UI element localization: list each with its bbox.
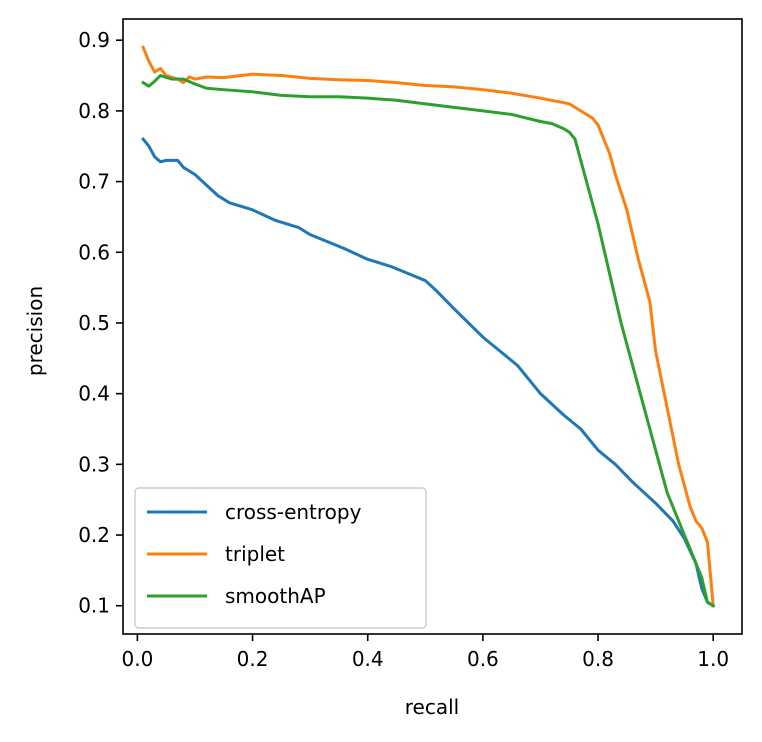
y-tick-label: 0.5 (78, 311, 110, 335)
x-tick-label: 0.6 (467, 647, 499, 671)
x-axis-label: recall (405, 695, 459, 719)
y-tick-label: 0.4 (78, 382, 110, 406)
y-tick-label: 0.6 (78, 240, 110, 264)
x-tick-label: 0.0 (121, 647, 153, 671)
x-axis: 0.0 0.2 0.4 0.6 0.8 1.0 (121, 634, 729, 671)
y-tick-label: 0.2 (78, 523, 110, 547)
series-line-smoothAP (141, 74, 716, 608)
y-axis-label: precision (23, 286, 47, 376)
legend-label-cross-entropy: cross-entropy (225, 500, 362, 524)
y-axis: 0.1 0.2 0.3 0.4 0.5 0.6 0.7 0.8 0.9 (78, 28, 123, 618)
y-tick-label: 0.8 (78, 99, 110, 123)
axes-frame (122, 18, 743, 635)
legend-label-smoothAP: smoothAP (225, 584, 326, 608)
x-tick-label: 1.0 (697, 647, 729, 671)
y-tick-label: 0.9 (78, 28, 110, 52)
x-tick-label: 0.4 (352, 647, 384, 671)
series-lines (141, 45, 716, 608)
y-tick-label: 0.1 (78, 594, 110, 618)
legend: cross-entropy triplet smoothAP (134, 487, 427, 629)
x-tick-label: 0.2 (237, 647, 269, 671)
legend-label-triplet: triplet (225, 542, 285, 566)
legend-frame (134, 487, 427, 629)
x-tick-label: 0.8 (582, 647, 614, 671)
y-tick-label: 0.3 (78, 452, 110, 476)
series-line-cross-entropy (141, 137, 716, 608)
y-tick-label: 0.7 (78, 170, 110, 194)
